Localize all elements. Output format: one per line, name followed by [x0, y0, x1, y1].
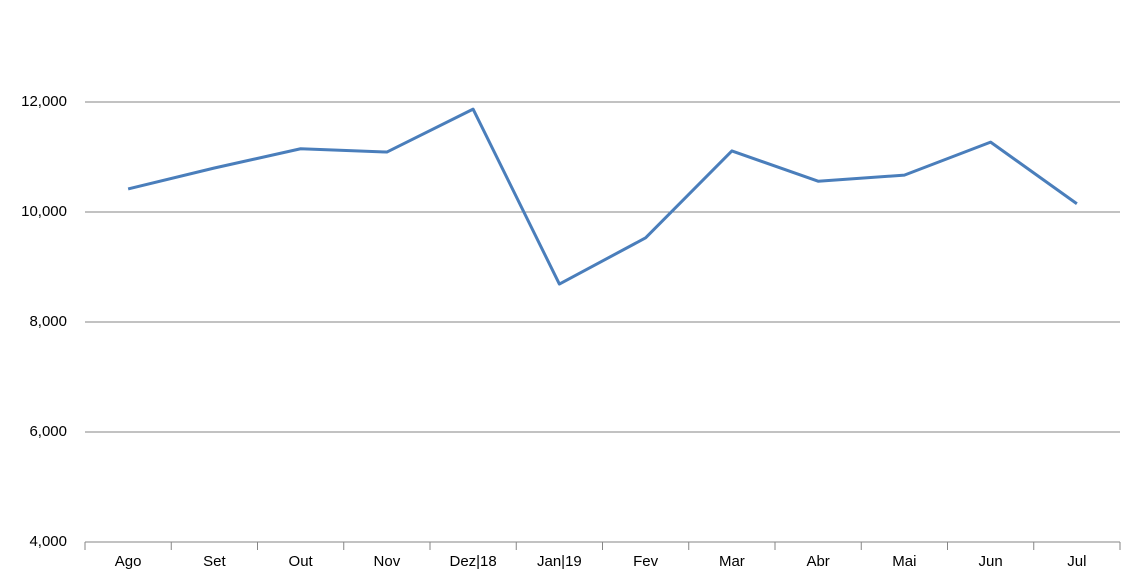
x-tick-label: Out — [289, 553, 314, 570]
x-tick-label: Jul — [1067, 553, 1086, 570]
x-tick-label: Set — [203, 553, 226, 570]
y-tick-label: 6,000 — [29, 423, 67, 440]
y-tick-label: 4,000 — [29, 533, 67, 550]
x-tick-label: Mai — [892, 553, 916, 570]
y-tick-label: 12,000 — [21, 93, 67, 110]
x-tick-label: Dez|18 — [449, 553, 496, 570]
x-tick-label: Ago — [115, 553, 142, 570]
x-tick-label: Mar — [719, 553, 745, 570]
data-line — [127, 107, 1078, 286]
y-tick-label: 8,000 — [29, 313, 67, 330]
x-tick-label: Jan|19 — [537, 553, 582, 570]
x-tick-label: Jun — [979, 553, 1003, 570]
x-tick-label: Fev — [633, 553, 659, 570]
x-tick-label: Nov — [374, 553, 401, 570]
y-tick-label: 10,000 — [21, 203, 67, 220]
x-tick-label: Abr — [806, 553, 829, 570]
